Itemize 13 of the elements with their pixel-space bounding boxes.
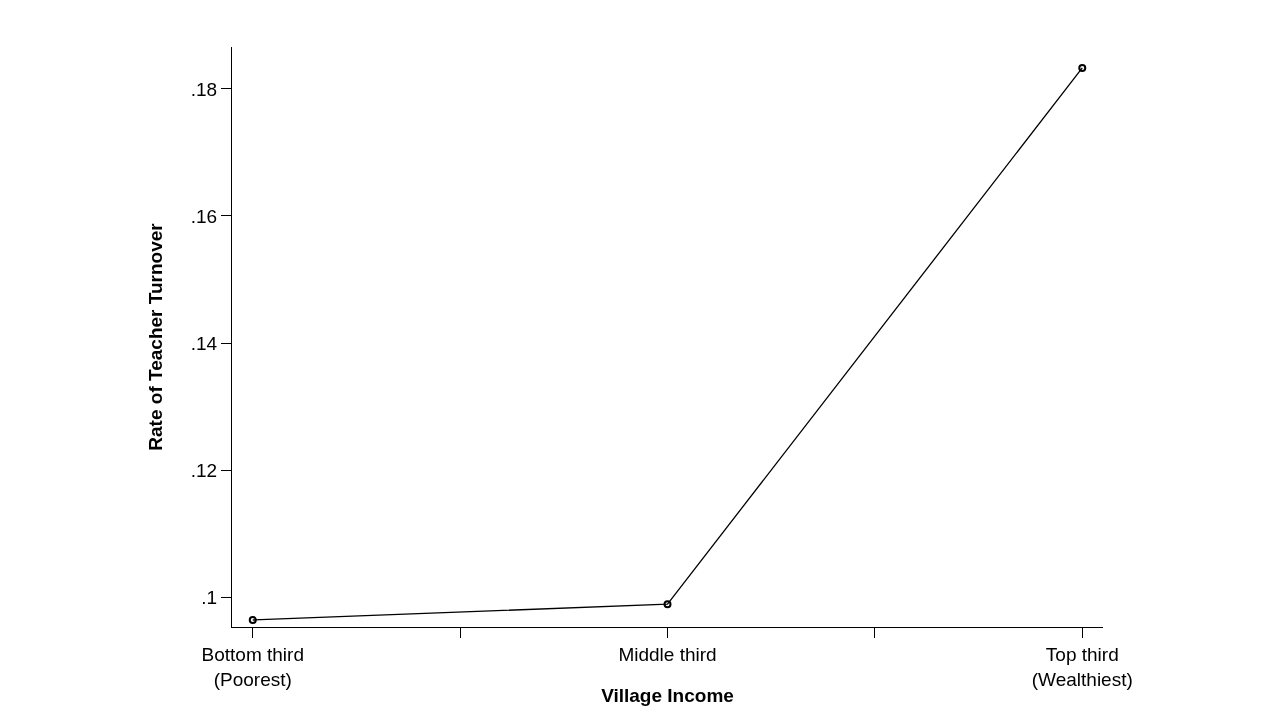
- point: [663, 600, 672, 609]
- point: [1078, 63, 1087, 72]
- point: [248, 616, 257, 625]
- y-tick-label: .1: [201, 586, 218, 608]
- x-tick-label: Bottom third (Poorest): [201, 643, 304, 690]
- y-axis-title: Rate of Teacher Turnover: [145, 222, 167, 451]
- x-axis-title: Village Income: [601, 685, 734, 707]
- y-tick-label: .18: [190, 78, 218, 100]
- y-tick-label: .16: [190, 205, 218, 227]
- y-tick-label: .12: [190, 459, 218, 481]
- y-tick-label: .14: [190, 332, 218, 354]
- x-tick-label: Top third (Wealthiest): [1031, 643, 1133, 690]
- x-tick-label: Middle third: [618, 643, 717, 665]
